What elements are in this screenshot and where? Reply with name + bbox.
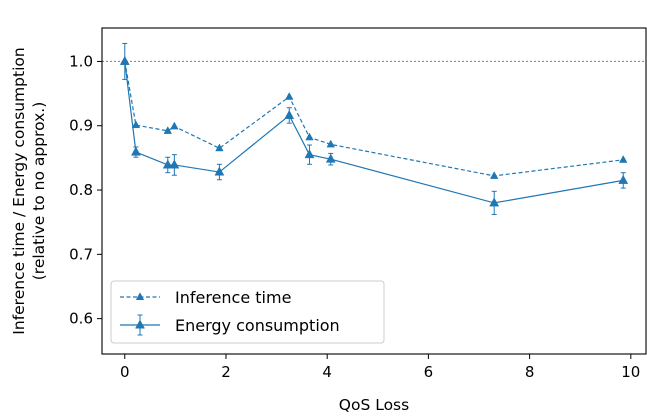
data-point bbox=[305, 132, 314, 141]
data-point bbox=[169, 159, 180, 169]
data-point bbox=[214, 166, 225, 176]
data-point bbox=[489, 171, 499, 179]
data-point bbox=[618, 174, 629, 184]
data-point bbox=[326, 139, 335, 148]
data-point bbox=[119, 55, 130, 65]
data-point bbox=[285, 92, 294, 100]
y-tick-label: 0.9 bbox=[69, 117, 93, 135]
legend-label-inference-time: Inference time bbox=[175, 288, 291, 307]
data-point bbox=[489, 197, 500, 207]
data-point bbox=[162, 159, 173, 169]
data-point bbox=[619, 155, 628, 163]
series-1 bbox=[119, 42, 629, 215]
y-tick-label: 0.7 bbox=[69, 245, 93, 263]
x-tick-label: 10 bbox=[621, 363, 640, 381]
legend-key-inference-time bbox=[120, 292, 160, 300]
legend-marker bbox=[135, 292, 145, 300]
x-axis-ticks: 0 2 4 6 8 10 bbox=[120, 354, 640, 381]
data-point bbox=[170, 121, 179, 130]
y-tick-label: 0.6 bbox=[69, 310, 93, 328]
data-point bbox=[163, 126, 172, 134]
data-point bbox=[325, 153, 336, 163]
data-point bbox=[215, 143, 224, 152]
series-line bbox=[124, 61, 624, 177]
series-layer bbox=[119, 42, 629, 215]
data-point bbox=[304, 149, 315, 159]
legend-key-energy-consumption bbox=[120, 314, 160, 336]
x-tick-label: 6 bbox=[424, 363, 434, 381]
y-axis-label: Inference time / Energy consumption (rel… bbox=[10, 47, 48, 334]
data-point bbox=[284, 109, 295, 119]
legend-box bbox=[110, 280, 385, 344]
legend-marker bbox=[135, 319, 145, 329]
legend-label-energy-consumption: Energy consumption bbox=[175, 316, 340, 335]
data-point bbox=[131, 120, 141, 129]
data-point bbox=[130, 146, 141, 156]
y-axis-ticks: 0.6 0.7 0.8 0.9 1.0 bbox=[69, 52, 102, 328]
legend: Inference time Energy consumption bbox=[110, 280, 385, 344]
x-tick-label: 0 bbox=[120, 363, 130, 381]
series-line bbox=[124, 61, 624, 204]
series-0 bbox=[120, 56, 628, 179]
x-tick-label: 2 bbox=[221, 363, 231, 381]
y-axis-label-line-2: (relative to no approx.) bbox=[30, 102, 48, 281]
x-tick-label: 4 bbox=[322, 363, 332, 381]
y-tick-label: 0.8 bbox=[69, 181, 93, 199]
y-tick-label: 1.0 bbox=[69, 52, 93, 70]
x-tick-label: 8 bbox=[525, 363, 535, 381]
x-axis-label: QoS Loss bbox=[339, 396, 409, 414]
plot-frame bbox=[101, 27, 647, 355]
y-axis-label-line-1: Inference time / Energy consumption bbox=[10, 47, 28, 334]
